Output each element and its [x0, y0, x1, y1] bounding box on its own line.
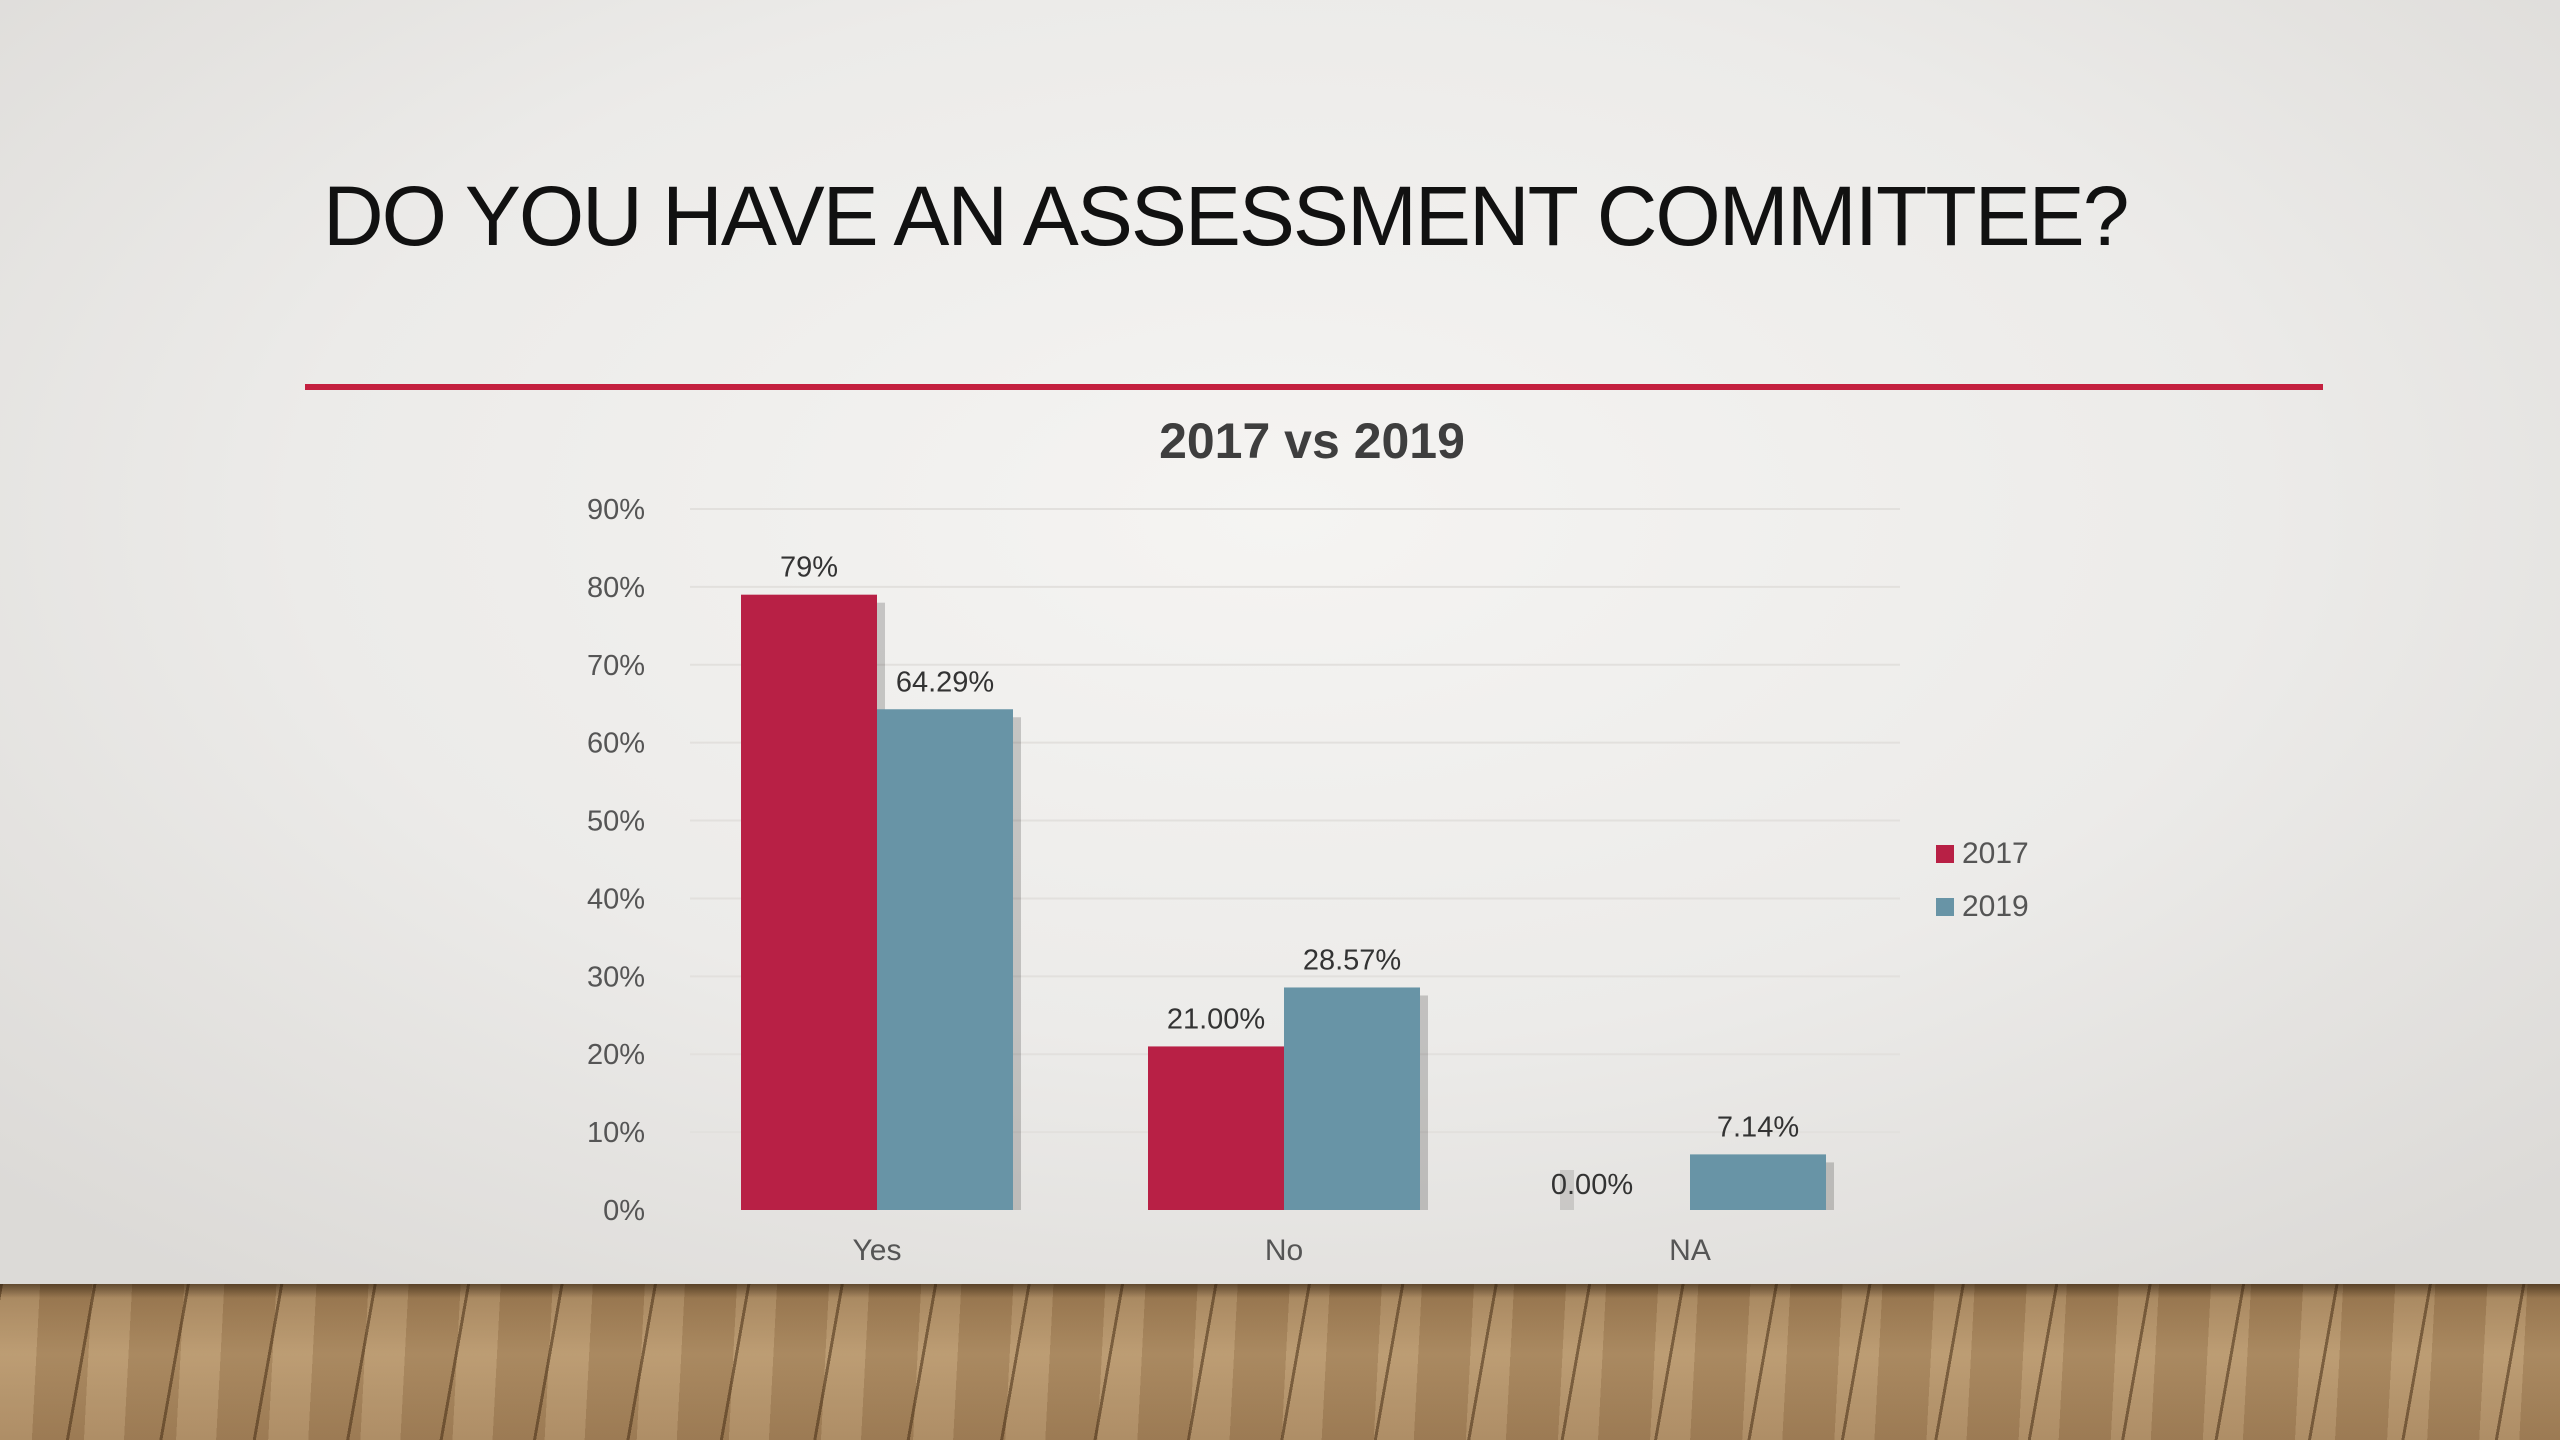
legend-swatch-2017: [1936, 845, 1954, 863]
bar-2017-yes: [741, 594, 877, 1210]
y-tick-label: 0%: [603, 1195, 645, 1227]
legend-swatch-2019: [1936, 898, 1954, 916]
slide-title: DO YOU HAVE AN ASSESSMENT COMMITTEE?: [323, 169, 2129, 263]
y-tick-label: 30%: [587, 961, 645, 993]
bars: 79% 64.29% 21.00% 28.57% 0.00% 7.14%: [741, 552, 1834, 1210]
y-axis: 0% 10% 20% 30% 40% 50% 60% 70% 80% 90%: [587, 494, 645, 1227]
bar-2017-no: [1148, 1046, 1284, 1210]
legend: 2017 2019: [1936, 837, 2029, 923]
data-label: 7.14%: [1717, 1111, 1799, 1143]
data-label: 28.57%: [1303, 944, 1401, 976]
y-tick-label: 70%: [587, 650, 645, 682]
data-label: 0.00%: [1551, 1169, 1633, 1201]
data-label: 79%: [780, 552, 838, 584]
y-tick-label: 20%: [587, 1039, 645, 1071]
y-tick-label: 10%: [587, 1117, 645, 1149]
bar-shadow: [1560, 1170, 1574, 1210]
y-tick-label: 80%: [587, 572, 645, 604]
legend-label-2017: 2017: [1962, 837, 2029, 870]
y-tick-label: 60%: [587, 728, 645, 760]
y-tick-label: 50%: [587, 806, 645, 838]
title-divider: [305, 384, 2323, 390]
x-tick-label: No: [1265, 1234, 1303, 1267]
data-label: 21.00%: [1167, 1003, 1265, 1035]
y-tick-label: 90%: [587, 494, 645, 526]
bar-2019-no: [1284, 987, 1420, 1210]
x-tick-label: Yes: [853, 1234, 902, 1267]
y-tick-label: 40%: [587, 883, 645, 915]
chart-title: 2017 vs 2019: [1159, 413, 1465, 469]
bar-2019-na: [1690, 1154, 1826, 1210]
legend-label-2019: 2019: [1962, 890, 2029, 923]
x-tick-label: NA: [1669, 1234, 1711, 1267]
data-label: 64.29%: [896, 666, 994, 698]
wood-floor: [0, 1284, 2560, 1440]
bar-2019-yes: [877, 709, 1013, 1210]
x-axis: Yes No NA: [853, 1234, 1711, 1267]
